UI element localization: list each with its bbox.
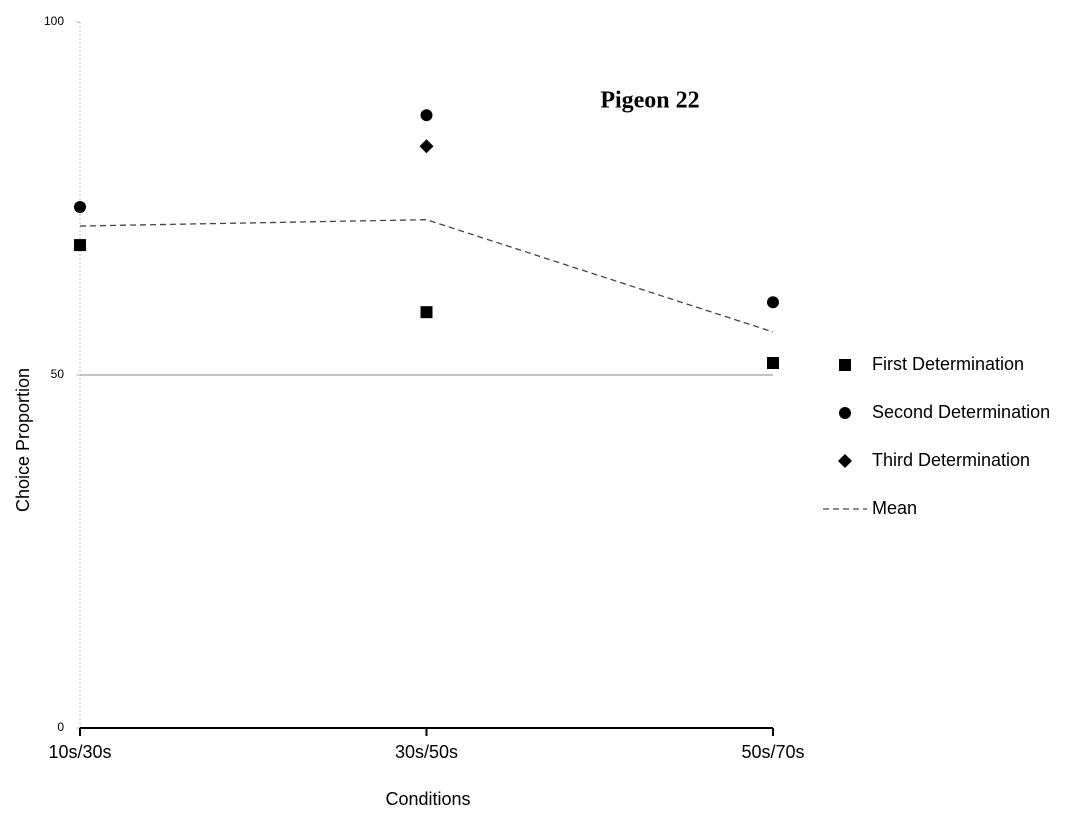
legend-marker [839, 407, 851, 419]
marker-diamond [419, 139, 434, 154]
legend-label: Second Determination [872, 402, 1050, 422]
y-tick-label: 0 [57, 720, 64, 734]
marker-square [74, 239, 86, 252]
marker-circle [74, 200, 86, 213]
marker-square [420, 306, 433, 319]
mean-line [79, 219, 774, 333]
y-axis-title: Choice Proportion [13, 368, 33, 512]
x-axis-title: Conditions [385, 789, 470, 809]
chart-title: Pigeon 22 [600, 88, 699, 114]
marker-circle [420, 109, 433, 122]
marker-circle [767, 296, 779, 309]
x-tick-label: 30s/50s [395, 742, 458, 762]
marker-square [767, 356, 779, 369]
x-tick-label: 10s/30s [48, 742, 111, 762]
y-tick-label: 50 [51, 367, 65, 381]
x-tick-label: 50s/70s [741, 742, 804, 762]
legend-label: First Determination [872, 354, 1024, 374]
legend-label: Third Determination [872, 450, 1030, 470]
legend-marker [838, 454, 852, 468]
legend-marker [839, 359, 851, 371]
y-tick-label: 100 [44, 14, 64, 28]
legend-label: Mean [872, 498, 917, 518]
